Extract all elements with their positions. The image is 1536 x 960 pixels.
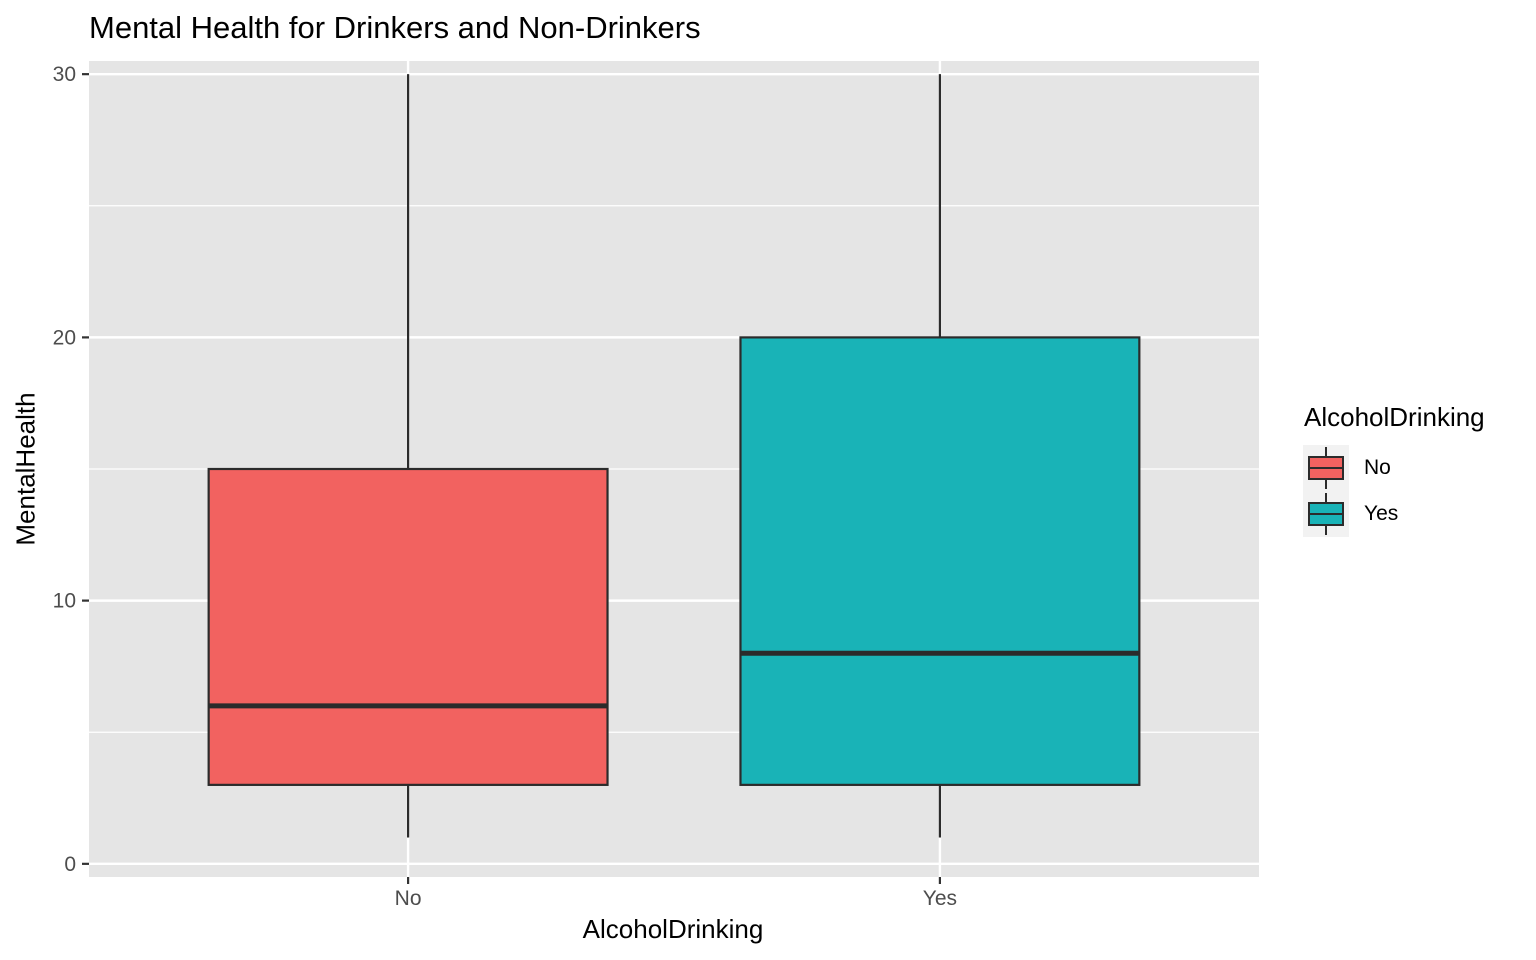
box-iqr xyxy=(207,467,609,786)
legend-title: AlcoholDrinking xyxy=(1304,402,1485,432)
x-axis: No Yes xyxy=(395,877,957,910)
y-tick-label: 30 xyxy=(53,63,76,86)
legend-keys xyxy=(1303,445,1349,537)
x-tick-label: No xyxy=(395,887,422,910)
legend-key-yes xyxy=(1303,491,1349,537)
y-axis-title: MentalHealth xyxy=(10,392,41,546)
box-iqr xyxy=(739,336,1141,786)
box-no xyxy=(207,74,609,838)
box-yes xyxy=(739,74,1141,838)
y-tick-label: 0 xyxy=(64,853,76,876)
boxplot-series xyxy=(207,74,1141,838)
y-axis: 0 10 20 30 xyxy=(53,63,89,876)
x-axis-title: AlcoholDrinking xyxy=(582,914,764,944)
legend-key-no xyxy=(1303,445,1349,491)
y-tick-label: 20 xyxy=(53,326,76,349)
legend-label-yes: Yes xyxy=(1364,502,1399,525)
chart-title: Mental Health for Drinkers and Non-Drink… xyxy=(89,10,701,45)
legend-label-no: No xyxy=(1364,456,1391,479)
y-tick-label: 10 xyxy=(53,590,76,613)
x-tick-label: Yes xyxy=(923,887,957,910)
